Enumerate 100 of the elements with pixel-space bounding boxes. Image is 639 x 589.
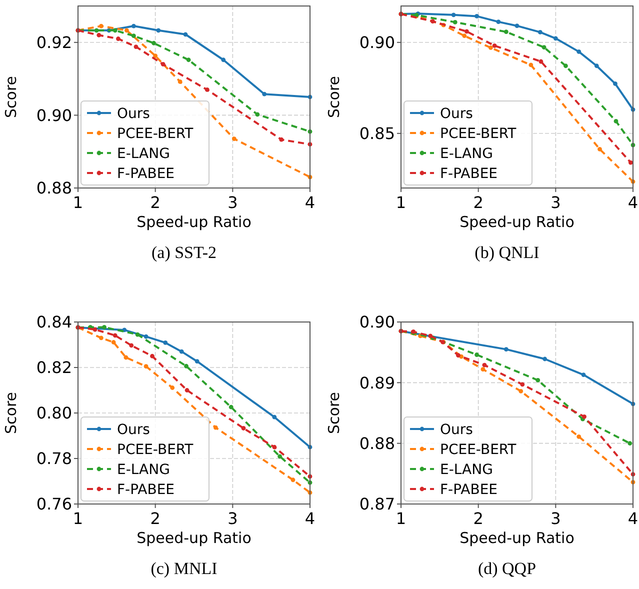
y-axis-title: Score xyxy=(2,392,20,434)
point xyxy=(272,414,277,420)
point xyxy=(112,333,118,338)
point xyxy=(456,353,460,358)
point xyxy=(451,12,456,18)
x-tick-label: 1 xyxy=(396,193,406,212)
point xyxy=(228,404,234,410)
y-tick-label: 0.88 xyxy=(36,178,72,198)
point xyxy=(536,378,540,382)
point xyxy=(614,119,618,124)
point xyxy=(163,340,168,345)
point xyxy=(102,325,106,330)
point xyxy=(221,58,226,62)
point xyxy=(184,388,190,392)
point xyxy=(144,334,148,339)
point xyxy=(542,356,548,362)
text: (b) QNLI xyxy=(474,243,540,262)
point xyxy=(112,28,118,33)
y-tick-label: 0.89 xyxy=(359,373,395,392)
legend-label: PCEE-BERT xyxy=(117,442,194,458)
x-tick-label: 3 xyxy=(228,193,238,212)
point xyxy=(581,372,586,377)
y-tick-label: 0.78 xyxy=(36,449,72,468)
point xyxy=(94,28,99,33)
legend-label: PCEE-BERT xyxy=(440,442,517,458)
y-axis-title: Score xyxy=(325,392,343,434)
y-tick-label: 0.92 xyxy=(36,33,72,52)
point xyxy=(135,332,140,337)
x-tick-label: 4 xyxy=(628,193,638,212)
point xyxy=(186,58,191,62)
x-tick-label: 2 xyxy=(473,193,484,212)
x-tick-label: 3 xyxy=(550,193,561,212)
legend-label: E-LANG xyxy=(117,462,170,478)
legend-label: F-PABEE xyxy=(440,482,498,498)
y-tick-label: 0.90 xyxy=(36,106,72,125)
point xyxy=(160,62,166,66)
point xyxy=(518,388,524,394)
point xyxy=(474,14,479,18)
point xyxy=(576,434,582,439)
legend-label: F-PABEE xyxy=(440,166,498,182)
y-tick-label: 0.88 xyxy=(359,434,395,453)
y-tick-label: 0.80 xyxy=(36,404,72,423)
legend-label: PCEE-BERT xyxy=(117,126,194,142)
y-tick-label: 0.84 xyxy=(36,312,72,332)
point xyxy=(452,20,458,24)
point xyxy=(628,441,632,446)
point xyxy=(178,80,182,84)
legend-label: Ours xyxy=(117,106,150,122)
legend-label: F-PABEE xyxy=(117,166,175,182)
point xyxy=(92,327,98,332)
y-tick-label: 0.87 xyxy=(359,494,395,514)
point xyxy=(474,352,479,357)
y-axis-title: Score xyxy=(325,76,343,118)
legend-label: E-LANG xyxy=(440,462,493,478)
point xyxy=(428,334,433,338)
point xyxy=(496,20,501,24)
y-tick-label: 0.82 xyxy=(36,358,72,378)
point xyxy=(482,362,487,368)
point xyxy=(111,340,116,344)
y-tick-label: 0.76 xyxy=(36,494,72,514)
x-tick-label: 2 xyxy=(150,193,160,212)
legend-label: PCEE-BERT xyxy=(440,126,517,142)
point xyxy=(594,64,599,68)
point xyxy=(170,386,175,390)
point xyxy=(150,354,154,358)
point xyxy=(124,28,129,33)
x-tick-label: 1 xyxy=(72,193,84,212)
point xyxy=(272,444,277,450)
point xyxy=(613,82,618,86)
text: (a) SST-2 xyxy=(151,243,217,262)
x-tick-label: 2 xyxy=(150,509,160,528)
point xyxy=(144,364,148,369)
point xyxy=(462,34,467,38)
x-tick-label: 3 xyxy=(228,509,238,528)
point xyxy=(538,30,542,34)
point xyxy=(628,160,633,165)
point xyxy=(492,43,497,48)
point xyxy=(520,382,525,387)
point xyxy=(156,28,161,33)
point xyxy=(582,414,586,419)
point xyxy=(194,359,200,364)
point xyxy=(124,355,128,360)
y-tick-label: 0.90 xyxy=(359,312,395,332)
point xyxy=(131,34,136,38)
point xyxy=(184,364,188,368)
point xyxy=(116,36,120,41)
point xyxy=(430,19,435,24)
legend-label: F-PABEE xyxy=(117,482,175,498)
legend-label: Ours xyxy=(440,422,473,438)
x-axis-title: Speed-up Ratio xyxy=(460,529,574,547)
x-tick-label: 3 xyxy=(550,509,561,528)
point xyxy=(576,49,582,54)
legend-label: Ours xyxy=(117,422,150,438)
legend-label: E-LANG xyxy=(440,146,493,162)
point xyxy=(514,24,520,28)
x-tick-label: 2 xyxy=(473,509,484,528)
point xyxy=(528,62,534,68)
point xyxy=(480,367,486,372)
point xyxy=(99,24,104,28)
y-tick-label: 0.90 xyxy=(359,33,395,52)
